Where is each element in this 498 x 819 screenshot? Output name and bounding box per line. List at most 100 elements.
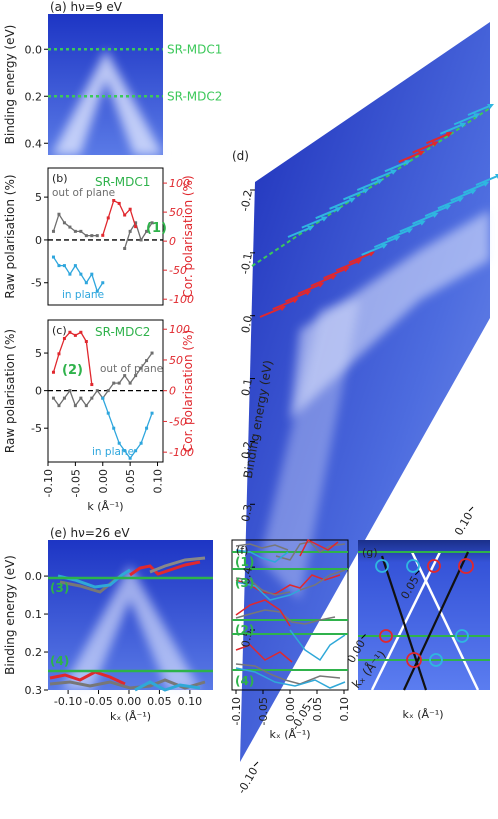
data-point xyxy=(68,225,72,229)
data-point xyxy=(79,272,83,276)
data-point xyxy=(79,229,83,233)
data-point xyxy=(95,389,99,393)
data-point xyxy=(62,396,66,400)
data-point xyxy=(150,351,154,355)
arrow-head xyxy=(362,188,370,194)
spin-arrow xyxy=(335,259,361,272)
arrow-head xyxy=(473,113,481,119)
annotation: (1) xyxy=(146,221,167,236)
data-point xyxy=(139,366,143,370)
y-tick-label: -5 xyxy=(31,422,42,435)
spin-arrow xyxy=(467,104,493,116)
stacked-curves xyxy=(231,538,349,691)
arrow-head xyxy=(291,298,299,304)
y-tick-label: 5 xyxy=(35,191,42,204)
panel-title: (a) hν=9 eV xyxy=(50,0,123,14)
panel-label: (d) xyxy=(232,149,249,163)
spin-arrow xyxy=(398,151,424,163)
x-tick xyxy=(414,570,420,576)
data-point xyxy=(73,333,77,337)
spin-arrow xyxy=(310,275,336,287)
series-label: out of plane xyxy=(52,187,115,199)
spin-arrow xyxy=(412,212,437,225)
data-point xyxy=(90,234,94,238)
row-label: (3) xyxy=(235,576,254,590)
x-tick xyxy=(361,634,366,639)
overlay-curve xyxy=(149,556,206,574)
arrow-head xyxy=(456,197,464,203)
spin-arrow xyxy=(399,220,425,233)
panel-title: (e) hν=26 eV xyxy=(50,526,130,540)
data-point xyxy=(62,221,66,225)
y-axis-label: Raw polarisation (%) xyxy=(3,174,17,298)
spin-arrow xyxy=(370,169,396,182)
spin-arrow xyxy=(259,306,285,318)
data-point xyxy=(90,272,94,276)
y2-tick-label: 100 xyxy=(169,177,190,190)
arrow-head xyxy=(482,181,490,187)
arrow-head xyxy=(355,259,363,265)
arrow-head xyxy=(390,169,398,175)
data-point xyxy=(51,396,55,400)
spin-arrow xyxy=(475,174,498,186)
y-tick-label: 0.4 xyxy=(239,566,255,585)
data-point xyxy=(79,396,83,400)
y-tick-label: 0.4 xyxy=(25,137,43,150)
spin-arrow xyxy=(356,179,382,191)
spin-arrow xyxy=(424,205,450,217)
data-point xyxy=(128,207,132,211)
spin-arrow xyxy=(323,267,348,280)
arrow-head xyxy=(418,220,426,226)
data-point xyxy=(57,212,61,216)
arrow-head xyxy=(444,205,452,211)
data-point xyxy=(84,340,88,344)
data-point xyxy=(84,281,88,285)
y-tick-label: 5 xyxy=(35,347,42,360)
arrow-head xyxy=(495,174,498,179)
data-point xyxy=(123,213,127,217)
arrow-head xyxy=(431,141,439,147)
data-point xyxy=(134,225,138,229)
spin-arrows xyxy=(259,104,498,318)
x-tick-label: 0.05 xyxy=(147,695,172,708)
overlay-curve xyxy=(57,568,131,589)
data-point xyxy=(106,216,110,220)
spin-arrow xyxy=(426,132,451,145)
arrow-head xyxy=(342,267,350,273)
x-tick xyxy=(253,761,259,767)
intensity-map xyxy=(48,14,163,155)
y-tick-label: 0.5 xyxy=(239,629,255,648)
cut-label: SR-MDC2 xyxy=(167,89,222,103)
arrow-head xyxy=(304,290,312,296)
panel-label: (c) xyxy=(52,324,67,337)
spin-arrow xyxy=(287,226,313,238)
y2-axis-label: Cor. polarisation (%) xyxy=(181,175,195,297)
data-point xyxy=(134,374,138,378)
y-tick-label: 0.0 xyxy=(25,570,43,583)
y2-tick-label: -100 xyxy=(169,446,194,459)
data-point xyxy=(123,449,127,453)
annotation: (2) xyxy=(62,363,83,378)
overlay-curve xyxy=(49,670,126,686)
y-tick-label: 0.2 xyxy=(239,440,255,459)
spin-arrow xyxy=(412,141,438,154)
arrow-head xyxy=(334,207,342,213)
y2-tick-label: 0 xyxy=(169,385,176,398)
spin-arrow xyxy=(301,216,327,229)
data-point xyxy=(106,411,110,415)
arrow-head xyxy=(307,226,314,231)
y-tick-label: 0.0 xyxy=(239,315,255,334)
data-point xyxy=(128,229,132,233)
data-point xyxy=(145,426,149,430)
spin-arrow xyxy=(373,236,399,249)
series-line xyxy=(52,212,153,249)
data-point xyxy=(101,281,105,285)
arrow-head xyxy=(348,197,356,203)
y2-tick-label: 100 xyxy=(169,323,190,336)
x-tick-label: 0.10 xyxy=(452,510,476,538)
arrow-head xyxy=(329,274,337,280)
data-point xyxy=(51,370,55,374)
spin-arrow xyxy=(453,113,479,126)
x-axis-label: kₓ (Å⁻¹) xyxy=(110,710,151,723)
intensity-map xyxy=(48,540,213,692)
